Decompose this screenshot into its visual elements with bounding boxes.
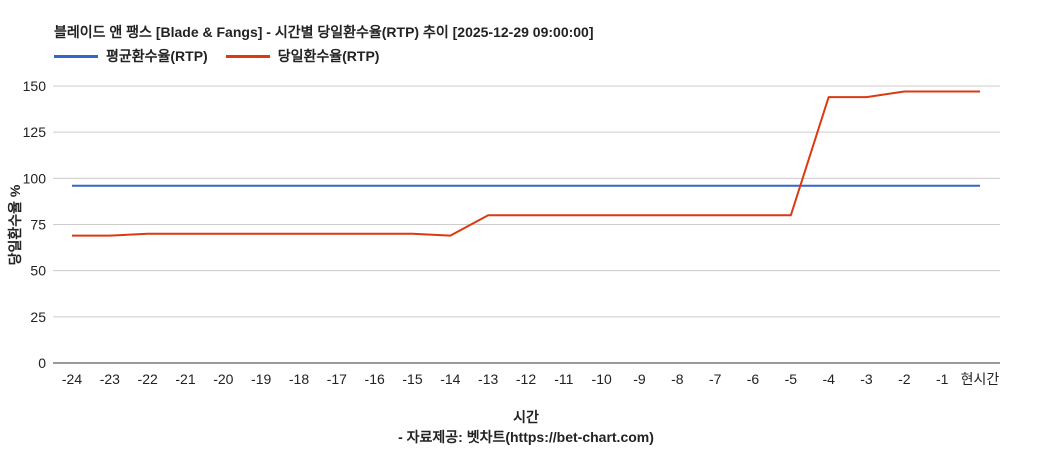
y-tick-label: 125	[23, 124, 47, 140]
legend-label: 당일환수율(RTP)	[277, 48, 380, 64]
x-tick-label: -18	[289, 371, 309, 387]
x-tick-label: -15	[402, 371, 422, 387]
y-tick-label: 0	[38, 355, 46, 371]
x-tick-label: -21	[175, 371, 195, 387]
legend-swatch-blue	[54, 54, 98, 58]
x-tick-label: -23	[100, 371, 120, 387]
x-tick-label: -12	[516, 371, 536, 387]
chart-title: 블레이드 앤 팽스 [Blade & Fangs] - 시간별 당일환수율(RT…	[54, 24, 594, 40]
x-tick-label: -6	[747, 371, 760, 387]
y-tick-label: 75	[30, 217, 46, 233]
x-tick-label: -9	[633, 371, 646, 387]
legend-swatch-red	[225, 54, 270, 58]
x-tick-label: -22	[138, 371, 158, 387]
x-tick-label: -13	[478, 371, 498, 387]
x-tick-label: -20	[213, 371, 233, 387]
x-tick-label: -17	[327, 371, 347, 387]
chart-legend: 평균환수율(RTP) 당일환수율(RTP)	[54, 46, 379, 66]
y-tick-label: 150	[23, 78, 47, 94]
x-tick-label: -1	[936, 371, 949, 387]
y-tick-label: 25	[30, 309, 46, 325]
x-tick-label: -4	[822, 371, 835, 387]
x-tick-label: -24	[62, 371, 82, 387]
legend-label: 평균환수율(RTP)	[106, 48, 208, 64]
x-tick-label: -2	[898, 371, 911, 387]
legend-item-daily-rtp[interactable]: 당일환수율(RTP)	[225, 46, 380, 66]
x-tick-label: -10	[592, 371, 612, 387]
data-credit: - 자료제공: 벳차트(https://bet-chart.com)	[398, 429, 654, 445]
y-tick-label: 50	[30, 263, 46, 279]
x-axis-label: 시간	[513, 409, 539, 425]
x-tick-label: -3	[860, 371, 873, 387]
x-tick-label: -14	[440, 371, 460, 387]
x-tick-label: -11	[554, 371, 573, 387]
x-tick-label: -16	[365, 371, 385, 387]
legend-item-average-rtp[interactable]: 평균환수율(RTP)	[54, 46, 208, 66]
x-tick-label: 현시간	[961, 371, 1000, 387]
x-tick-label: -8	[671, 371, 684, 387]
daily-rtp-line	[72, 90, 980, 237]
x-tick-label: -19	[251, 371, 271, 387]
y-tick-label: 100	[23, 170, 47, 186]
x-tick-label: -7	[709, 371, 722, 387]
x-tick-label: -5	[785, 371, 798, 387]
